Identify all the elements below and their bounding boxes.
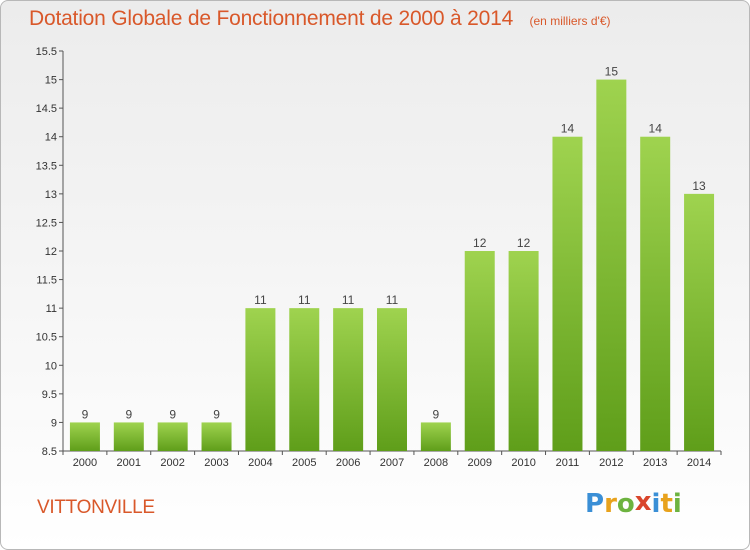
data-label: 9 [433,407,440,421]
chart-unit: (en milliers d'€) [529,14,611,28]
bar [157,422,188,451]
x-tick-label: 2003 [204,457,228,469]
data-label: 14 [561,122,575,136]
data-label: 13 [692,179,706,193]
y-tick-label: 13 [45,189,57,201]
x-tick-label: 2014 [687,457,711,469]
y-tick-label: 9.5 [42,389,57,401]
data-label: 11 [254,293,267,307]
title-row: Dotation Globale de Fonctionnement de 20… [29,7,611,31]
x-tick-label: 2010 [511,457,535,469]
chart-title: Dotation Globale de Fonctionnement de 20… [29,7,514,30]
data-label: 9 [213,407,220,421]
data-label: 14 [649,122,663,136]
y-tick-label: 10.5 [36,332,57,344]
x-tick-label: 2002 [160,457,184,469]
x-tick-label: 2001 [117,457,141,469]
bar [508,251,539,451]
logo-letter: o [616,489,635,519]
x-tick-label: 2000 [73,457,97,469]
x-tick-label: 2009 [467,457,491,469]
logo-letter: i [651,489,661,519]
data-label: 12 [473,236,487,250]
x-tick-label: 2011 [556,457,580,469]
bar [420,422,451,451]
data-label: 11 [386,293,399,307]
bar [245,308,276,451]
data-label: 9 [82,407,89,421]
bar [596,79,627,452]
data-label: 11 [342,293,355,307]
data-label: 12 [517,236,531,250]
data-label: 9 [125,407,132,421]
y-tick-label: 14 [45,132,57,144]
logo-letter: i [672,489,682,519]
logo-letter: r [604,489,617,519]
data-label: 15 [605,65,619,79]
bar [201,422,232,451]
proxiti-logo[interactable]: Proxiti [585,487,682,519]
y-tick-label: 12 [45,246,57,258]
bar [289,308,320,451]
commune-name: VITTONVILLE [37,497,155,518]
y-tick-label: 15.5 [36,46,57,58]
logo-letter: t [660,489,673,519]
bar [684,193,715,451]
y-tick-label: 10 [45,360,57,372]
y-tick-label: 9 [51,417,57,429]
y-tick-label: 15 [45,75,57,87]
data-label: 11 [298,293,311,307]
y-tick-label: 13.5 [36,160,57,172]
x-tick-label: 2007 [380,457,404,469]
y-tick-label: 11 [46,303,57,315]
y-tick-label: 14.5 [36,103,57,115]
y-tick-label: 8.5 [42,446,57,458]
logo-letter: x [634,487,652,517]
x-tick-label: 2005 [292,457,316,469]
y-tick-label: 11.5 [36,275,57,287]
x-tick-label: 2004 [248,457,272,469]
bar [552,136,583,451]
x-tick-label: 2012 [599,457,623,469]
x-tick-label: 2013 [643,457,667,469]
bar [377,308,407,451]
bar [333,308,364,451]
x-tick-label: 2008 [424,457,448,469]
bar [69,422,100,451]
data-label: 9 [169,407,176,421]
logo-letter: P [585,489,605,519]
bar [113,422,144,451]
bar [464,251,495,451]
bar [640,136,671,451]
x-tick-label: 2006 [336,457,360,469]
y-tick-label: 12.5 [36,217,57,229]
